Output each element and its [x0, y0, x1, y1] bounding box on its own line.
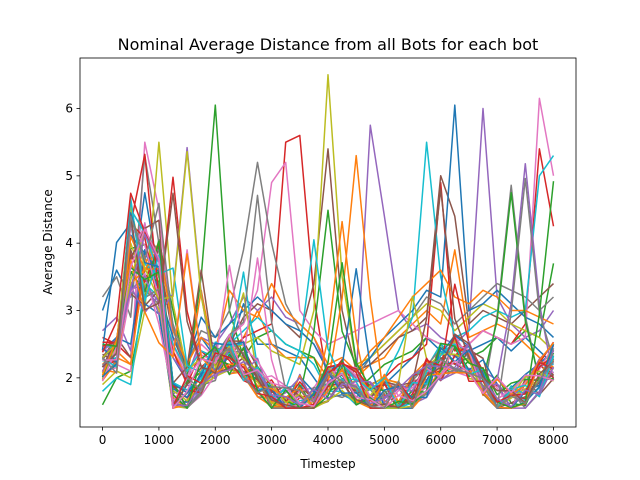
series-layer — [101, 74, 555, 409]
chart-title: Nominal Average Distance from all Bots f… — [118, 35, 539, 54]
x-tick-label: 7000 — [482, 433, 513, 447]
y-axis-ticks: 2 3 4 5 6 — [65, 102, 80, 385]
y-tick-label: 5 — [65, 169, 73, 183]
series-line — [101, 202, 555, 409]
y-axis-label: Average Distance — [41, 189, 55, 295]
x-tick-label: 8000 — [538, 433, 569, 447]
x-tick-label: 1000 — [144, 433, 175, 447]
x-tick-label: 3000 — [256, 433, 287, 447]
x-tick-label: 6000 — [425, 433, 456, 447]
series-line — [101, 148, 555, 372]
y-tick-label: 2 — [65, 371, 73, 385]
y-tick-label: 6 — [65, 102, 73, 116]
y-tick-label: 3 — [65, 304, 73, 318]
y-tick-label: 4 — [65, 236, 73, 250]
x-tick-label: 5000 — [369, 433, 400, 447]
series-line — [102, 197, 555, 409]
x-axis-ticks: 0 1000 2000 3000 4000 5000 6000 7000 8000 — [99, 427, 569, 447]
x-tick-label: 4000 — [313, 433, 344, 447]
x-tick-label: 2000 — [200, 433, 231, 447]
x-axis-label: Timestep — [299, 457, 355, 471]
series-line — [102, 228, 554, 409]
x-tick-label: 0 — [99, 433, 107, 447]
